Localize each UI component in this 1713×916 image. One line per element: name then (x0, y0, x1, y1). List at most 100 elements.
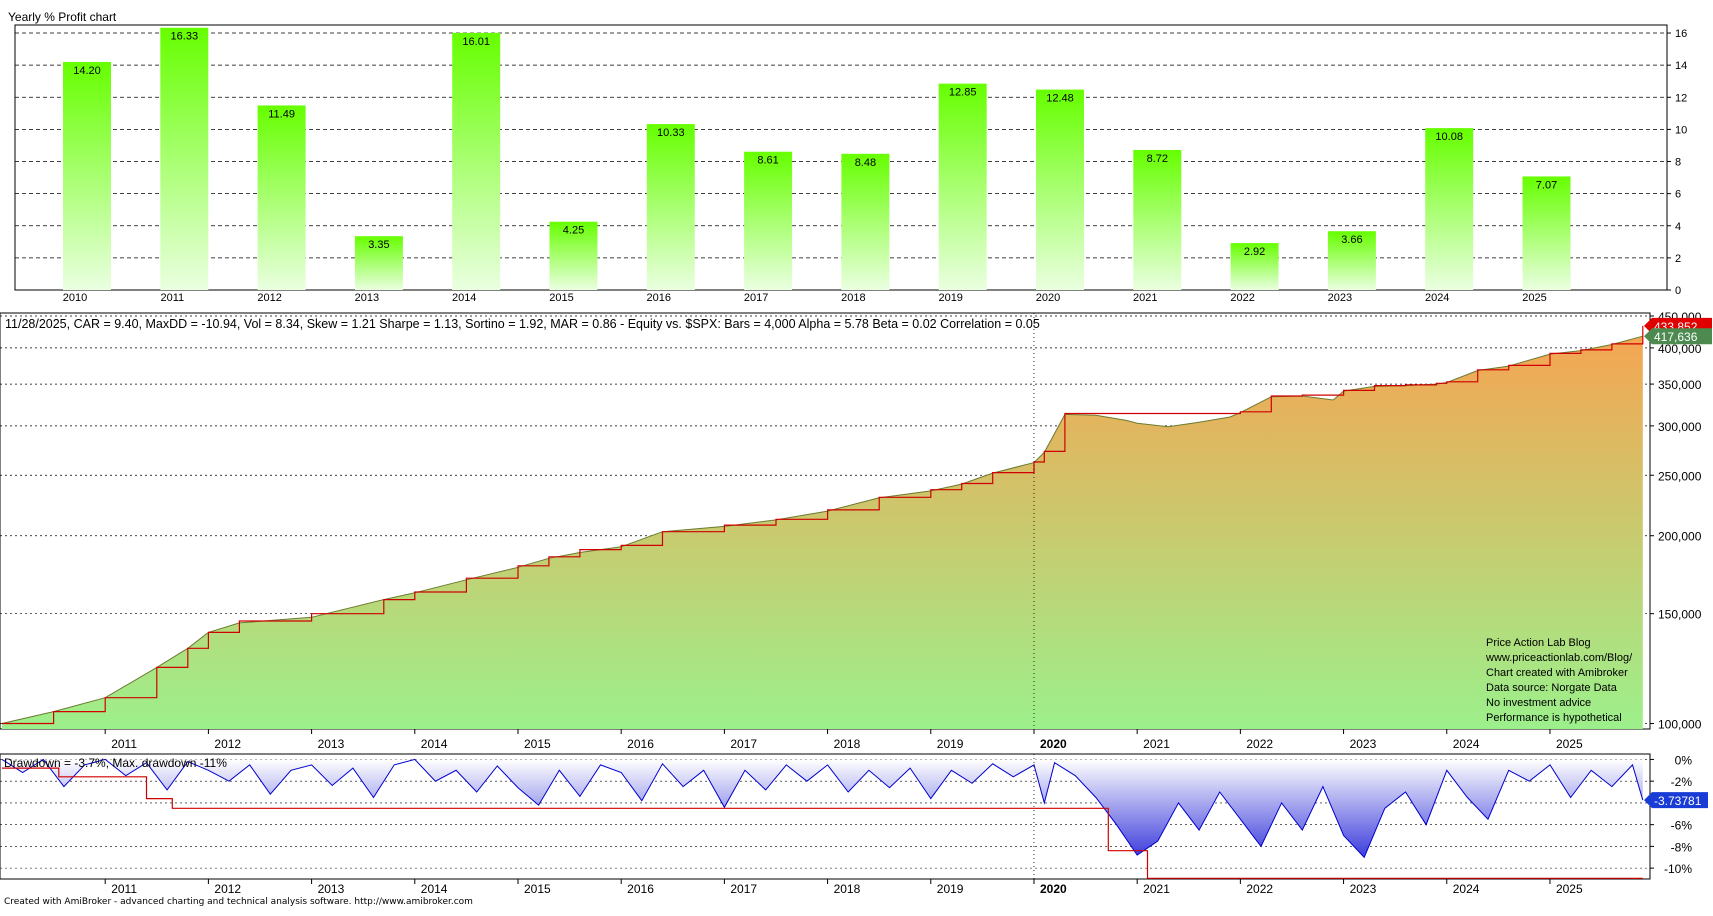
note-line: Chart created with Amibroker (1486, 667, 1628, 679)
y-tick-label: 0 (1675, 285, 1681, 297)
bar-value-label: 3.66 (1341, 234, 1362, 246)
x-tick-label: 2013 (355, 292, 379, 304)
max-drawdown-line (2, 767, 1643, 879)
note-line: Price Action Lab Blog (1486, 637, 1591, 649)
y-tick-label: 6 (1675, 189, 1681, 201)
x-tick-label: 2022 (1230, 292, 1254, 304)
x-tick-label: 2015 (549, 292, 573, 304)
yearly-bar (646, 124, 695, 291)
yearly-bar (257, 105, 306, 290)
drawdown-badge-label: -3.73781 (1654, 794, 1702, 808)
x-tick-label: 2025 (1522, 292, 1546, 304)
y-tick-label: 350,000 (1658, 378, 1702, 392)
y-tick-label: 2 (1675, 253, 1681, 265)
x-tick-label: 2022 (1246, 737, 1273, 751)
bar-value-label: 2.92 (1244, 246, 1265, 258)
x-tick-label: 2022 (1246, 882, 1273, 896)
yearly-bar (1327, 231, 1376, 290)
x-tick-label: 2016 (627, 737, 654, 751)
x-tick-label: 2020 (1036, 292, 1060, 304)
yearly-bar (1522, 176, 1571, 290)
note-line: No investment advice (1486, 697, 1592, 709)
y-tick-label: 10 (1675, 124, 1687, 136)
yearly-bar (841, 153, 890, 290)
x-tick-label: 2014 (452, 292, 476, 304)
y-tick-label: 250,000 (1658, 469, 1702, 483)
x-tick-label: 2021 (1133, 292, 1157, 304)
y-tick-label: 0% (1675, 753, 1693, 767)
x-tick-label: 2017 (730, 737, 757, 751)
y-tick-label: 8 (1675, 157, 1681, 169)
bar-value-label: 3.35 (368, 239, 389, 251)
yearly-bar (744, 151, 793, 290)
x-tick-label: 2011 (111, 737, 137, 751)
x-tick-label: 2019 (937, 737, 964, 751)
x-tick-label: 2014 (421, 882, 448, 896)
x-tick-label: 2012 (257, 292, 281, 304)
bar-value-label: 8.72 (1147, 153, 1168, 165)
yearly-bar (938, 83, 987, 290)
drawdown-line (1, 758, 1644, 859)
x-tick-label: 2013 (318, 882, 345, 896)
y-tick-label: 400,000 (1658, 342, 1702, 356)
y-tick-label: 100,000 (1658, 718, 1702, 732)
yearly-bar (1133, 149, 1182, 290)
x-tick-label: 2012 (214, 882, 241, 896)
x-tick-label: 2024 (1425, 292, 1449, 304)
x-tick-label: 2025 (1556, 882, 1583, 896)
y-tick-label: -2% (1671, 775, 1693, 789)
note-line: Performance is hypothetical (1486, 712, 1622, 724)
x-tick-label: 2018 (841, 292, 865, 304)
x-tick-label: 2016 (647, 292, 671, 304)
equity-high-line (2, 325, 1644, 725)
y-tick-label: 16 (1675, 28, 1687, 40)
x-tick-label: 2011 (160, 292, 184, 304)
y-tick-label: -10% (1664, 862, 1692, 876)
bar-value-label: 16.01 (462, 36, 490, 48)
bar-value-label: 8.48 (855, 157, 876, 169)
bar-value-label: 4.25 (563, 225, 584, 237)
y-tick-label: 4 (1675, 221, 1681, 233)
yearly-bar (1230, 243, 1279, 290)
x-tick-label: 2011 (111, 882, 137, 896)
x-tick-label: 2020 (1040, 882, 1067, 896)
x-tick-label: 2015 (524, 737, 551, 751)
x-tick-label: 2024 (1453, 737, 1480, 751)
x-tick-label: 2017 (730, 882, 757, 896)
drawdown-chart: 0%-2%-4%-6%-8%-10%2011201220132014201520… (0, 753, 1692, 896)
bar-value-label: 14.20 (73, 65, 101, 77)
note-line: Data source: Norgate Data (1486, 682, 1617, 694)
x-tick-label: 2019 (937, 882, 964, 896)
x-tick-label: 2021 (1143, 882, 1170, 896)
y-tick-label: -8% (1671, 840, 1693, 854)
x-tick-label: 2018 (834, 737, 861, 751)
footer-credit: Created with AmiBroker - advanced charti… (4, 897, 473, 907)
drawdown-title: Drawdown = -3.7%, Max. drawdown -11% (4, 756, 227, 770)
y-tick-label: 200,000 (1658, 530, 1702, 544)
bar-value-label: 12.85 (949, 87, 977, 99)
x-tick-label: 2023 (1350, 737, 1377, 751)
x-tick-label: 2012 (214, 737, 241, 751)
yearly-bar (1036, 89, 1084, 291)
drawdown-area (2, 759, 1643, 858)
x-tick-label: 2019 (938, 292, 962, 304)
equity-stats-line: 11/28/2025, CAR = 9.40, MaxDD = -10.94, … (5, 317, 1040, 331)
bar-value-label: 10.33 (657, 127, 685, 139)
x-tick-label: 2023 (1350, 882, 1377, 896)
bar-value-label: 16.33 (171, 31, 199, 43)
equity-chart: 100,000 150,000 200,000 250,000 300,000 350,0… (0, 310, 1702, 751)
yearly-bar (63, 61, 111, 290)
yearly-bar (452, 32, 501, 291)
yearly-bar (549, 221, 598, 290)
x-tick-label: 2018 (834, 882, 861, 896)
bar-value-label: 8.61 (757, 155, 778, 167)
yearly-bar (1425, 128, 1474, 290)
x-tick-label: 2017 (744, 292, 768, 304)
y-tick-label: -6% (1671, 819, 1693, 833)
x-tick-label: 2014 (421, 737, 448, 751)
x-tick-label: 2010 (63, 292, 87, 304)
x-tick-label: 2025 (1556, 737, 1583, 751)
